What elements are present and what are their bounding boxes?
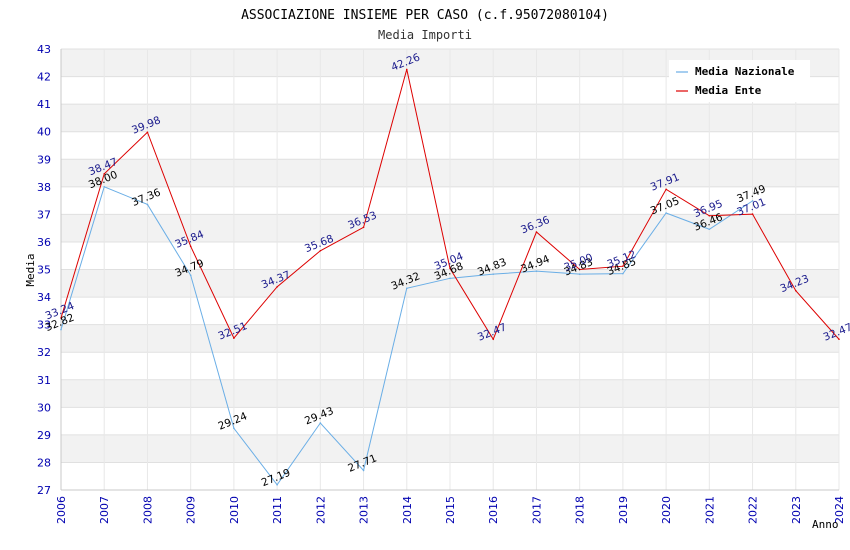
legend-label-ente: Media Ente [695,84,762,97]
data-point-nazionale [535,270,538,272]
data-point-nazionale [751,200,754,202]
y-tick-label: 28 [37,456,51,469]
x-tick-label: 2016 [487,496,500,524]
y-tick-label: 43 [37,43,51,56]
data-point-ente [146,131,149,134]
y-tick-label: 37 [37,208,51,221]
data-point-ente [189,245,192,248]
x-tick-label: 2007 [98,496,111,524]
data-point-ente [276,286,278,288]
data-label-nazionale: 27.19 [260,467,292,489]
data-point-ente [362,226,365,229]
y-tick-label: 38 [37,181,51,194]
x-tick-label: 2011 [271,496,284,524]
data-point-ente [492,338,495,341]
y-tick-label: 32 [37,346,51,359]
y-tick-label: 27 [37,484,51,497]
data-point-ente [838,338,840,341]
data-point-nazionale [622,272,624,275]
x-tick-label: 2024 [833,496,846,524]
x-tick-label: 2022 [747,496,760,524]
y-tick-label: 30 [37,401,51,414]
data-point-nazionale [276,483,278,486]
data-point-nazionale [708,228,711,231]
y-tick-label: 35 [37,264,51,277]
x-tick-label: 2019 [617,496,630,524]
data-label-nazionale: 29.24 [217,410,250,433]
data-point-ente [233,337,235,339]
axes [60,49,839,491]
chart-title: ASSOCIAZIONE INSIEME PER CASO (c.f.95072… [241,8,609,23]
y-tick-label: 42 [37,71,51,84]
data-point-ente [622,265,624,267]
y-tick-label: 41 [37,98,51,111]
data-point-nazionale [233,427,235,430]
x-axis-label: Anno [812,518,839,531]
data-point-nazionale [362,469,365,472]
y-tick-label: 39 [37,153,51,166]
data-point-nazionale [146,203,149,206]
data-point-nazionale [319,422,322,424]
y-tick-labels: 27 28 29 30 31 32 33 34 35 36 37 38 39 40 41 42 43 [37,43,51,497]
data-point-nazionale [578,273,581,275]
y-tick-label: 31 [37,374,51,387]
data-point-nazionale [665,212,667,214]
data-point-ente [60,317,62,319]
chart-subtitle: Media Importi [378,28,472,42]
y-tick-label: 33 [37,319,51,332]
data-point-nazionale [60,328,62,331]
x-tick-label: 2015 [444,496,457,524]
y-tick-label: 40 [37,126,51,139]
data-point-ente [578,268,581,271]
data-point-ente [535,231,538,233]
data-point-ente [794,289,797,292]
legend-label-nazionale: Media Nazionale [695,65,795,78]
legend: Media Nazionale Media Ente [669,60,810,102]
data-point-ente [405,68,408,71]
data-label-nazionale: 37.36 [130,186,163,209]
data-point-ente [319,249,322,252]
data-point-ente [449,267,451,270]
x-tick-label: 2023 [790,496,803,524]
x-tick-label: 2017 [530,496,543,524]
x-tick-label: 2009 [185,496,198,524]
x-tick-label: 2006 [55,496,68,524]
x-tick-label: 2008 [141,496,154,524]
series-lines [60,68,840,486]
data-point-nazionale [189,274,192,277]
y-tick-label: 29 [37,429,51,442]
x-tick-label: 2021 [703,496,716,524]
data-point-nazionale [492,273,495,275]
x-tick-label: 2012 [314,496,327,524]
y-tick-label: 34 [37,291,51,304]
y-tick-label: 36 [37,236,51,249]
data-point-nazionale [449,277,451,280]
x-tick-label: 2020 [660,496,673,524]
data-point-ente [665,188,667,191]
y-axis-label: Media [24,253,37,286]
x-tick-labels: 2006 2007 2008 2009 2010 2011 2012 2013 2014 2015… [55,496,846,524]
x-tick-label: 2013 [358,496,371,524]
x-tick-label: 2010 [228,496,241,524]
x-tick-label: 2014 [401,496,414,524]
x-tick-label: 2018 [574,496,587,524]
legend-box [669,60,810,102]
data-point-nazionale [405,287,408,290]
data-point-ente [103,173,106,175]
data-point-nazionale [103,186,106,188]
data-point-ente [751,213,754,215]
data-point-ente [708,214,711,217]
